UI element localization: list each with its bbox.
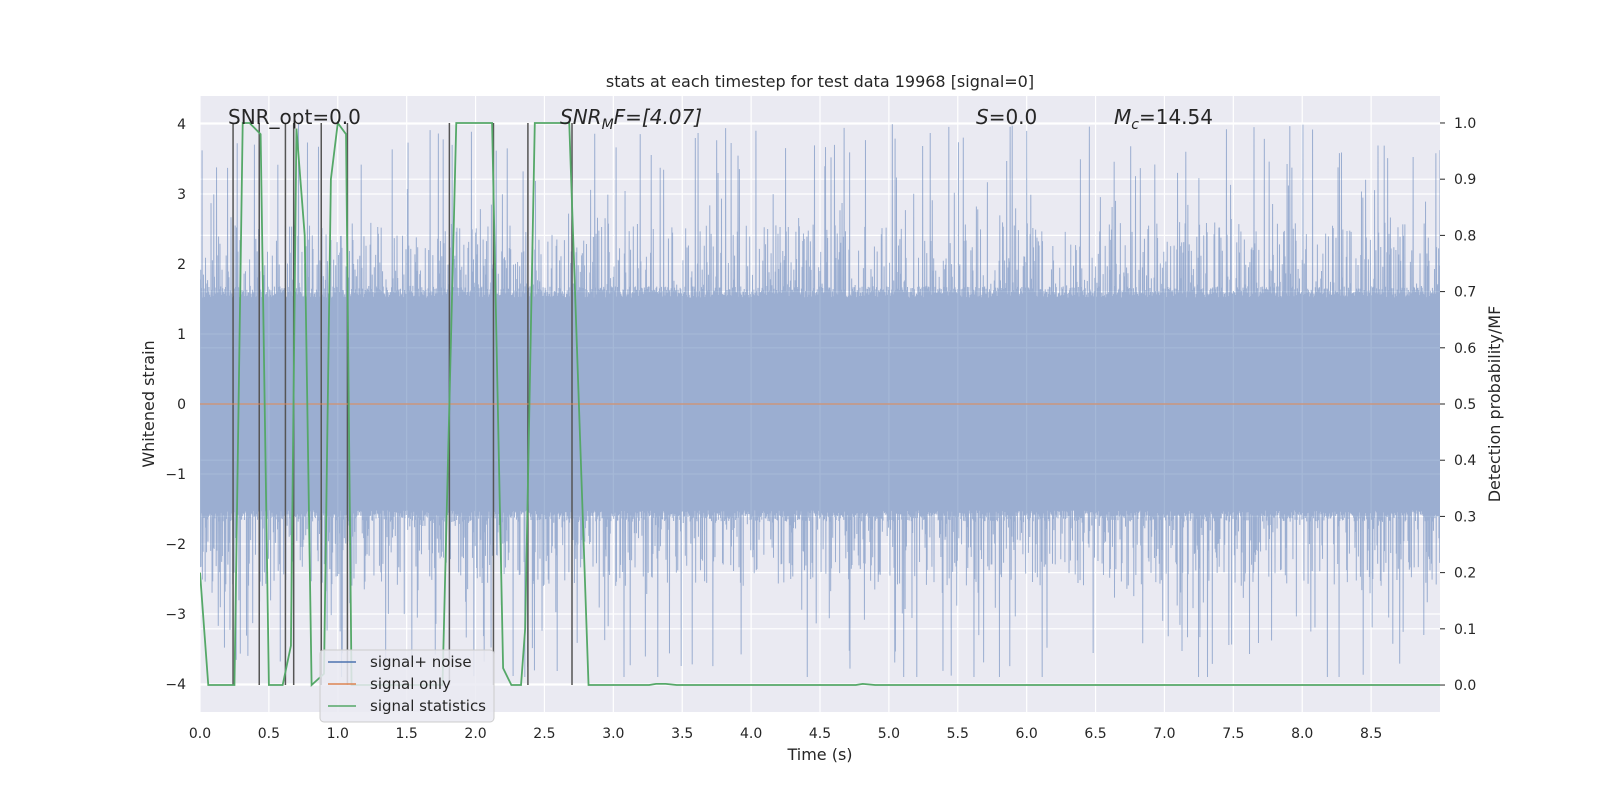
legend-label-signal-statistics: signal statistics [370, 697, 486, 715]
x-tick-label-8: 4.0 [740, 726, 762, 742]
y2-tick-label-7: 0.7 [1454, 285, 1476, 301]
y-axis-ticks: −4 −3 −2 −1 0 1 2 3 4 [165, 117, 186, 693]
y-tick-label-7: 3 [177, 187, 186, 203]
y-tick-label-2: −2 [165, 537, 186, 553]
legend-label-signal-only: signal only [370, 675, 451, 693]
signal-noise-line [200, 124, 1440, 678]
y2-tick-label-9: 0.9 [1454, 172, 1476, 188]
x-tick-label-12: 6.0 [1016, 726, 1038, 742]
y2-tick-label-6: 0.6 [1454, 341, 1476, 357]
x-tick-label-3: 1.5 [396, 726, 418, 742]
y2-axis-label: Detection probability/MF [1485, 306, 1504, 503]
annotation-mc: Mc=14.54 [1114, 105, 1213, 133]
y2-tick-label-5: 0.5 [1454, 397, 1476, 413]
chart-title: stats at each timestep for test data 199… [606, 72, 1034, 91]
y2-tick-label-10: 1.0 [1454, 116, 1476, 132]
y-tick-label-6: 2 [177, 257, 186, 273]
signal-noise-series [200, 124, 1440, 678]
annotation-s: S=0.0 [976, 105, 1037, 129]
x-tick-label-14: 7.0 [1153, 726, 1175, 742]
x-tick-label-4: 2.0 [464, 726, 486, 742]
x-axis-label: Time (s) [786, 745, 852, 764]
x-tick-label-16: 8.0 [1291, 726, 1313, 742]
y2-tick-label-0: 0.0 [1454, 678, 1476, 694]
y-tick-label-0: −4 [165, 677, 186, 693]
y2-axis-ticks: 0.0 0.1 0.2 0.3 0.4 0.5 0.6 0.7 0.8 0.9 1.0 [1440, 116, 1476, 694]
annotation-snr-mf-sub: M [602, 117, 614, 133]
y2-tick-label-3: 0.3 [1454, 509, 1476, 525]
annotation-mc-main: M [1114, 105, 1131, 129]
plot-layer [200, 120, 1440, 688]
annotation-mc-sub: c [1131, 117, 1139, 133]
annotation-snr-mf-rest: F=[4.07] [614, 105, 702, 129]
x-tick-label-17: 8.5 [1360, 726, 1382, 742]
annotation-snr-mf-main: SNR [560, 105, 602, 129]
x-tick-label-15: 7.5 [1222, 726, 1244, 742]
y-tick-label-5: 1 [177, 327, 186, 343]
x-axis-ticks: 0.0 0.5 1.0 1.5 2.0 2.5 3.0 3.5 4.0 4.5 5.0 5.5 6.0 6… [189, 726, 1382, 742]
annotation-mc-rest: =14.54 [1139, 105, 1213, 129]
x-tick-label-6: 3.0 [602, 726, 624, 742]
y-tick-label-8: 4 [177, 117, 186, 133]
legend: signal+ noise signal only signal statist… [319, 649, 495, 723]
legend-label-signal-noise: signal+ noise [370, 653, 472, 671]
x-tick-label-0: 0.0 [189, 726, 211, 742]
y2-tick-label-2: 0.2 [1454, 566, 1476, 582]
x-tick-label-2: 1.0 [327, 726, 349, 742]
y2-tick-label-1: 0.1 [1454, 622, 1476, 638]
y2-tick-label-4: 0.4 [1454, 453, 1476, 469]
y-tick-label-4: 0 [177, 397, 186, 413]
y-tick-label-3: −1 [165, 467, 186, 483]
x-tick-label-13: 6.5 [1084, 726, 1106, 742]
annotation-snr-mf: SNRMF=[4.07] [560, 105, 702, 133]
x-tick-label-5: 2.5 [533, 726, 555, 742]
x-tick-label-7: 3.5 [671, 726, 693, 742]
y-axis-label: Whitened strain [139, 340, 158, 467]
x-tick-label-11: 5.5 [947, 726, 969, 742]
annotation-s-main: S [976, 105, 989, 129]
legend-box [319, 649, 495, 723]
signal-statistics-line [200, 120, 1440, 688]
x-tick-label-9: 4.5 [809, 726, 831, 742]
annotation-s-rest: =0.0 [989, 105, 1038, 129]
y-tick-label-1: −3 [165, 607, 186, 623]
annotation-snr-opt: SNR_opt=0.0 [228, 105, 361, 129]
y2-tick-label-8: 0.8 [1454, 228, 1476, 244]
signal-statistics-series [200, 120, 1440, 688]
x-tick-label-1: 0.5 [258, 726, 280, 742]
x-tick-label-10: 5.0 [878, 726, 900, 742]
